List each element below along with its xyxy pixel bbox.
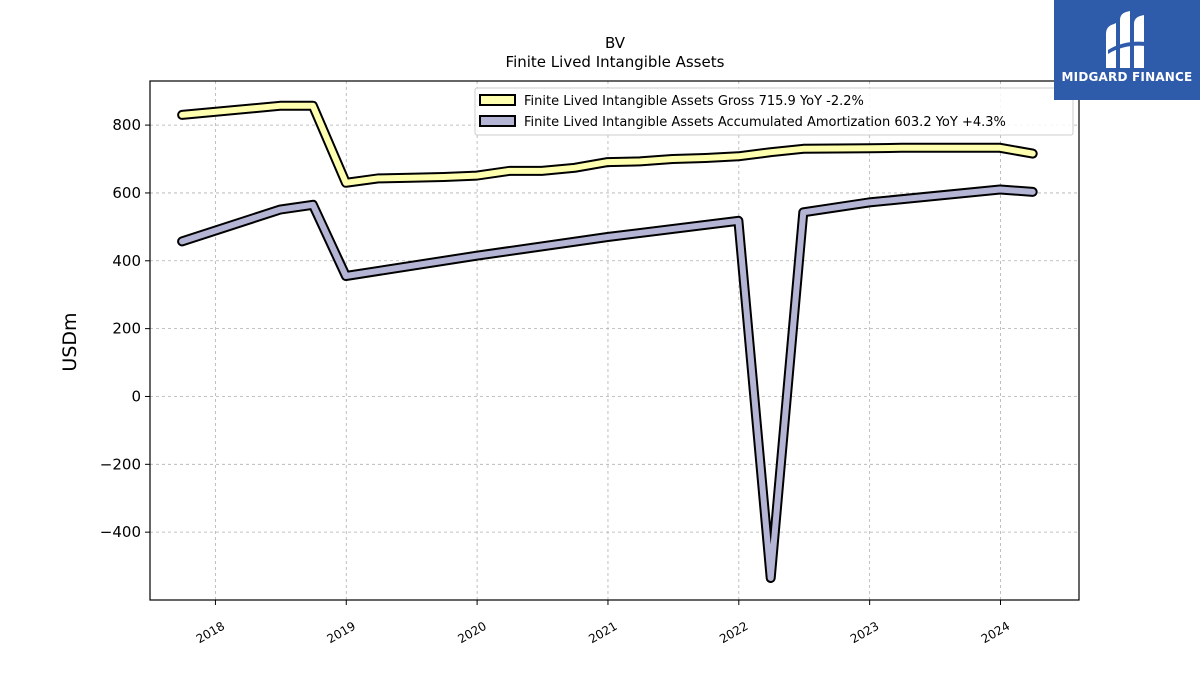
y-tick-label: 400 — [112, 252, 141, 270]
series-outline — [177, 184, 1038, 583]
x-axis: 2018 2019 2020 2021 2022 2023 2024 — [194, 600, 1012, 646]
series-1 — [177, 100, 1038, 188]
brand-logo: MIDGARD FINANCE — [1054, 0, 1200, 100]
y-axis-label: USDm — [59, 312, 81, 371]
x-tick-label: 2022 — [717, 619, 750, 646]
x-tick-label: 2020 — [455, 619, 488, 646]
x-tick-label: 2024 — [979, 619, 1012, 646]
series-layer — [177, 100, 1038, 583]
series-line — [179, 102, 1036, 186]
y-tick-label: 800 — [112, 116, 141, 134]
midgard-logo-icon — [1106, 11, 1146, 68]
brand-name: MIDGARD FINANCE — [1061, 70, 1193, 84]
x-tick-label: 2023 — [848, 619, 881, 646]
legend-swatch — [479, 94, 516, 106]
y-tick-label: 600 — [112, 184, 141, 202]
y-tick-label: 200 — [112, 320, 141, 338]
legend: Finite Lived Intangible Assets Gross 715… — [474, 87, 1074, 136]
series-2 — [177, 184, 1038, 583]
plot-frame — [149, 80, 1080, 601]
y-tick-label: −200 — [100, 455, 141, 473]
chart-subtitle: Finite Lived Intangible Assets — [506, 53, 725, 71]
legend-entry: Finite Lived Intangible Assets Gross 715… — [524, 94, 864, 109]
x-tick-label: 2021 — [586, 619, 619, 646]
series-line — [179, 186, 1036, 581]
y-axis: −400 −200 0 200 400 600 800 — [100, 116, 150, 541]
legend-box — [474, 87, 1074, 136]
y-tick-label: 0 — [131, 387, 141, 405]
chart-title: BV — [605, 34, 626, 52]
y-tick-label: −400 — [100, 523, 141, 541]
x-tick-label: 2019 — [325, 619, 358, 646]
legend-entry: Finite Lived Intangible Assets Accumulat… — [524, 115, 1006, 130]
x-tick-label: 2018 — [194, 619, 227, 646]
legend-swatch — [479, 115, 516, 127]
